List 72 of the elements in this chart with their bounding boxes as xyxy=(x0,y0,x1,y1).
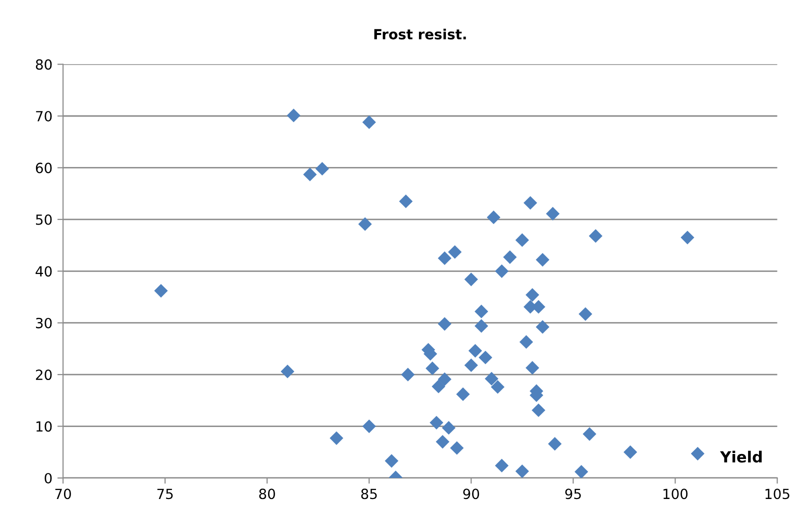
point xyxy=(494,264,509,278)
y-tick-label: 70 xyxy=(36,110,52,122)
point xyxy=(442,421,456,435)
point xyxy=(438,317,452,331)
point xyxy=(436,434,450,449)
point xyxy=(519,335,534,349)
point xyxy=(280,364,294,378)
point xyxy=(524,196,538,210)
y-tick-label: 30 xyxy=(36,318,52,328)
point xyxy=(315,162,330,176)
point xyxy=(515,233,529,247)
x-tick-label: 80 xyxy=(259,488,276,500)
point xyxy=(450,441,464,455)
point xyxy=(526,288,540,302)
point xyxy=(384,454,398,468)
point xyxy=(464,358,478,372)
point xyxy=(536,320,550,334)
point xyxy=(362,115,376,130)
point xyxy=(426,362,440,376)
x-tick-label: 105 xyxy=(766,488,790,500)
point xyxy=(362,419,376,434)
point xyxy=(624,445,638,459)
y-tick-label: 50 xyxy=(36,214,52,225)
point xyxy=(358,217,372,231)
point xyxy=(399,194,413,208)
point xyxy=(330,431,344,445)
point xyxy=(548,437,562,451)
point xyxy=(286,108,300,122)
point xyxy=(536,252,550,267)
point xyxy=(484,372,498,386)
point xyxy=(474,304,488,318)
point xyxy=(430,416,444,430)
point xyxy=(532,403,546,418)
x-tick-label: 75 xyxy=(157,488,173,500)
point xyxy=(486,210,500,224)
y-tick-label: 20 xyxy=(36,370,52,380)
x-axis-title: Yield xyxy=(720,450,762,463)
point xyxy=(464,272,478,286)
point xyxy=(494,458,509,472)
y-tick-label: 40 xyxy=(36,266,52,277)
point xyxy=(456,387,470,402)
x-tick-label: 85 xyxy=(361,488,377,500)
point xyxy=(526,361,540,375)
x-tick-label: 100 xyxy=(663,488,688,500)
y-tick-label: 60 xyxy=(36,162,52,174)
point xyxy=(432,380,446,394)
point xyxy=(448,245,462,259)
point xyxy=(401,368,415,382)
y-tick-label: 80 xyxy=(36,59,52,70)
point xyxy=(680,230,694,244)
y-tick-label: 10 xyxy=(36,421,52,432)
x-tick-label: 95 xyxy=(565,488,581,500)
point xyxy=(303,168,317,182)
point xyxy=(503,250,517,264)
point xyxy=(468,344,482,358)
point xyxy=(438,372,452,386)
point xyxy=(578,307,592,321)
point xyxy=(154,284,168,298)
point xyxy=(438,251,452,266)
y-tick-label: 0 xyxy=(44,472,52,484)
point xyxy=(478,350,492,364)
point xyxy=(588,229,602,243)
point xyxy=(490,380,504,394)
point xyxy=(574,464,588,478)
chart-title: Frost resist. xyxy=(374,28,466,40)
point xyxy=(690,446,704,460)
point xyxy=(474,319,488,333)
point xyxy=(546,206,560,221)
point xyxy=(515,464,529,478)
point xyxy=(582,427,596,441)
x-tick-label: 70 xyxy=(55,488,71,500)
x-tick-label: 90 xyxy=(463,488,480,500)
